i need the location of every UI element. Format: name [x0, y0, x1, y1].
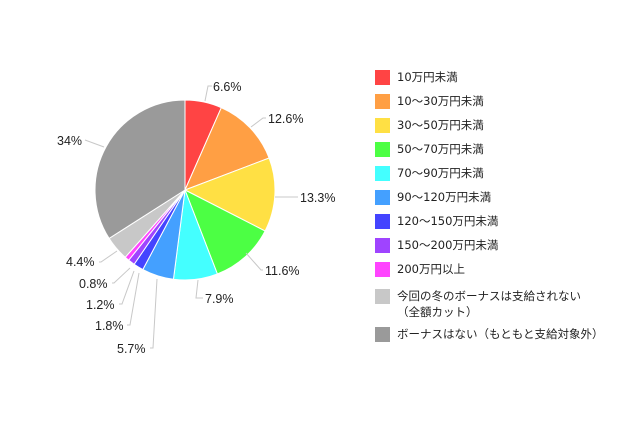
percentage-label: 34%: [57, 134, 82, 148]
leader-line: [150, 278, 158, 349]
legend-item-50-70man: 50～70万円未満: [375, 142, 484, 157]
legend-label: 30～50万円未満: [397, 118, 484, 132]
pie-slice: [183, 157, 276, 232]
leader-line: [112, 267, 131, 284]
leader-line: [195, 279, 203, 299]
legend-item-no-bonus: ボーナスはない（もともと支給対象外）: [375, 327, 604, 342]
legend-label: 10万円未満: [397, 70, 458, 84]
legend-swatch-icon: [375, 70, 390, 85]
legend-swatch-icon: [375, 238, 390, 253]
percentage-label: 0.8%: [79, 277, 108, 291]
percentage-label: 13.3%: [300, 191, 335, 205]
percentage-label: 6.6%: [213, 80, 242, 94]
legend-label: 10～30万円未満: [397, 94, 484, 108]
leader-line: [245, 252, 263, 271]
legend-swatch-icon: [375, 214, 390, 229]
leader-line: [204, 85, 212, 102]
legend-item-30-50man: 30～50万円未満: [375, 118, 484, 133]
leader-line: [127, 272, 140, 326]
pie-slice: [184, 188, 266, 275]
legend-swatch-icon: [375, 166, 390, 181]
leader-lines: [84, 85, 298, 349]
legend-swatch-icon: [375, 327, 390, 342]
legend-swatch-icon: [375, 118, 390, 133]
percentage-label: 1.2%: [86, 298, 115, 312]
legend-swatch-icon: [375, 142, 390, 157]
percentage-label: 12.6%: [268, 112, 303, 126]
pie-slices: [94, 99, 276, 281]
legend-label: 70～90万円未満: [397, 166, 484, 180]
leader-line: [84, 139, 105, 148]
legend-swatch-icon: [375, 289, 390, 304]
legend-item-under-10man: 10万円未満: [375, 70, 458, 85]
legend-item-70-90man: 70～90万円未満: [375, 166, 484, 181]
pie-slice: [94, 99, 186, 240]
leader-line: [250, 117, 266, 128]
legend-item-90-120man: 90～120万円未満: [375, 190, 491, 205]
legend-label: 150～200万円未満: [397, 238, 499, 252]
percentage-labels: 6.6% 12.6% 13.3% 11.6% 7.9% 5.7% 1.8% 1.2% 0.8% 4…: [57, 80, 335, 356]
percentage-label: 4.4%: [66, 255, 95, 269]
legend-label: 200万円以上: [397, 262, 465, 276]
legend-swatch-icon: [375, 94, 390, 109]
legend-swatch-icon: [375, 262, 390, 277]
legend-item-over-200man: 200万円以上: [375, 262, 465, 277]
legend-label: 50～70万円未満: [397, 142, 484, 156]
legend-swatch-icon: [375, 190, 390, 205]
percentage-label: 11.6%: [265, 264, 300, 278]
pie-slice: [184, 106, 270, 191]
legend-item-not-paid-this-winter: 今回の冬のボーナスは支給されない （全額カット）: [375, 289, 581, 320]
leader-line: [99, 250, 118, 263]
legend-label: ボーナスはない（もともと支給対象外）: [397, 327, 604, 341]
legend-item-10-30man: 10～30万円未満: [375, 94, 484, 109]
legend-item-120-150man: 120～150万円未満: [375, 214, 498, 229]
leader-line: [119, 270, 135, 305]
legend-item-150-200man: 150～200万円未満: [375, 238, 498, 253]
percentage-label: 5.7%: [117, 342, 146, 356]
legend-label: 120～150万円未満: [397, 214, 499, 228]
percentage-label: 1.8%: [95, 319, 124, 333]
legend-label: 90～120万円未満: [397, 190, 492, 204]
percentage-label: 7.9%: [205, 292, 234, 306]
legend-label: 今回の冬のボーナスは支給されない （全額カット）: [397, 289, 581, 319]
